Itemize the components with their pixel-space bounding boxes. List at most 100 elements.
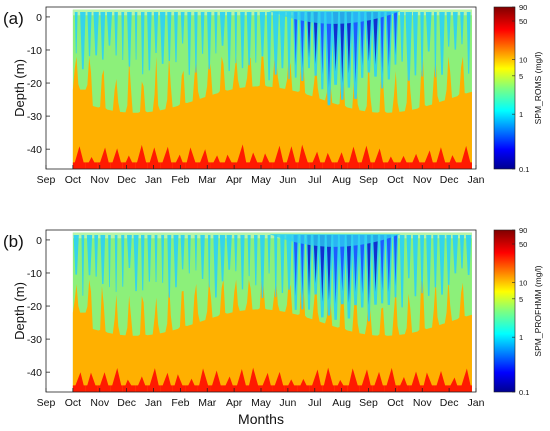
field-clear-water-streak	[313, 11, 318, 65]
field-low-turbidity-streak	[207, 234, 211, 288]
field-bottom-band	[397, 162, 410, 169]
x-tick-label: May	[251, 174, 272, 186]
field-bottom-band	[459, 385, 472, 392]
x-tick-label: Sep	[359, 174, 378, 186]
field-bottom-band	[210, 385, 223, 392]
field-low-turbidity-streak	[173, 234, 179, 288]
x-tick-label: Feb	[171, 174, 189, 186]
field-bottom-band	[85, 385, 98, 392]
field-bottom-band	[185, 162, 198, 169]
field-clear-water-streak	[294, 11, 298, 66]
field-low-turbidity-streak	[100, 11, 106, 60]
x-tick-label: Jan	[145, 174, 162, 186]
y-axis-label: Depth (m)	[12, 282, 27, 340]
y-axis-ticks-b: 0 -10 -20 -30 -40	[27, 235, 50, 379]
field-low-turbidity-streak	[214, 11, 218, 54]
field-low-turbidity-streak	[426, 234, 432, 296]
colorbar-tick-label: 50	[519, 17, 527, 26]
field-bottom-band	[135, 385, 148, 392]
colorbar-tick-label: 50	[519, 240, 527, 249]
field-low-turbidity-streak	[433, 11, 437, 78]
field-low-turbidity-streak	[140, 11, 145, 75]
x-axis-ticks-a: Sep Oct Nov Dec Jan Feb Mar Apr May Jun Jul Aug Sep O…	[37, 165, 485, 186]
field-clear-water-streak	[353, 11, 359, 83]
field-bottom-band	[160, 385, 173, 392]
field-low-turbidity-streak	[74, 11, 78, 54]
field-bottom-band	[272, 162, 285, 169]
field-low-turbidity-streak	[420, 234, 425, 294]
field-low-turbidity-streak	[420, 11, 424, 77]
field-low-turbidity-streak	[167, 11, 172, 61]
field-low-turbidity-streak	[213, 234, 219, 298]
field-clear-water-streak	[326, 234, 332, 301]
field-clear-water-streak	[373, 11, 378, 65]
field-bottom-band	[409, 385, 423, 392]
field-low-turbidity-streak	[279, 11, 286, 69]
field-low-turbidity-streak	[259, 11, 266, 57]
x-tick-label: Nov	[413, 174, 432, 186]
field-low-turbidity-streak	[260, 234, 265, 299]
field-clear-water-streak	[366, 234, 371, 306]
panel-a: Sep Oct Nov Dec Jan Feb Mar Apr May Jun Jul Aug Sep O…	[3, 3, 543, 186]
field-bottom-band	[334, 162, 348, 169]
field-bottom-band	[147, 385, 161, 392]
field-clear-water-streak	[359, 234, 365, 295]
field-low-turbidity-streak	[174, 11, 178, 63]
field-low-turbidity-streak	[247, 234, 251, 277]
field-low-turbidity-streak	[280, 234, 285, 294]
field-deep-layer	[72, 56, 472, 169]
field-low-turbidity-streak	[73, 234, 79, 275]
field-clear-water-streak	[313, 234, 318, 284]
x-tick-label: Jun	[279, 174, 296, 186]
field-low-turbidity-streak	[187, 234, 191, 274]
field-clear-water-streak	[366, 11, 372, 62]
colorbar	[493, 229, 516, 393]
field-clear-water-streak	[380, 11, 384, 75]
field-low-turbidity-streak	[159, 11, 166, 64]
field-low-turbidity-streak	[194, 234, 198, 271]
field-clear-water-streak	[386, 11, 391, 67]
heatmap-a	[72, 9, 472, 169]
field-bottom-band	[459, 162, 472, 169]
field-bottom-band	[334, 385, 348, 392]
field-bottom-band	[309, 162, 323, 169]
field-low-turbidity-streak	[81, 234, 85, 296]
y-tick-label: 0	[36, 12, 42, 24]
field-bottom-band	[259, 385, 273, 392]
field-clear-water-streak	[339, 11, 345, 84]
field-low-turbidity-streak	[466, 11, 471, 74]
field-clear-water-streak	[326, 11, 332, 88]
field-clear-water-streak	[380, 234, 385, 291]
field-low-turbidity-streak	[405, 11, 413, 81]
colorbar-tick-label: 1	[519, 333, 523, 342]
colorbar-tick-label: 10	[519, 278, 527, 287]
field-bottom-band	[297, 385, 310, 392]
x-tick-label: Aug	[332, 397, 351, 409]
y-tick-label: -40	[27, 144, 42, 156]
y-axis-label: Depth (m)	[12, 59, 27, 117]
x-tick-label: Jan	[468, 397, 485, 409]
field-low-turbidity-streak	[266, 11, 272, 81]
field-bottom-band	[272, 385, 285, 392]
field-bottom-band	[322, 162, 335, 169]
colorbar-tick-label: 5	[519, 295, 523, 304]
field-bottom-band	[309, 385, 323, 392]
field-clear-water-streak	[300, 11, 305, 69]
field-bottom-band	[122, 385, 136, 392]
colorbar	[493, 6, 516, 170]
field-clear-water-streak	[373, 234, 378, 292]
field-low-turbidity-streak	[226, 234, 232, 270]
field-low-turbidity-streak	[108, 234, 111, 288]
x-tick-label: Oct	[387, 174, 403, 186]
field-low-turbidity-streak	[127, 11, 132, 67]
y-tick-label: -30	[27, 334, 42, 346]
x-tick-label: Jan	[145, 397, 162, 409]
colorbar-label: SPM_ROMS (mg/l)	[533, 51, 543, 124]
field-low-turbidity-streak	[121, 11, 125, 60]
field-clear-water-streak	[293, 234, 298, 296]
colorbar-tick-label: 90	[519, 3, 527, 12]
field-low-turbidity-streak	[94, 234, 99, 277]
colorbar-tick-label: 90	[519, 226, 527, 235]
field-low-turbidity-streak	[134, 11, 138, 60]
field-clear-water-streak	[339, 234, 345, 292]
